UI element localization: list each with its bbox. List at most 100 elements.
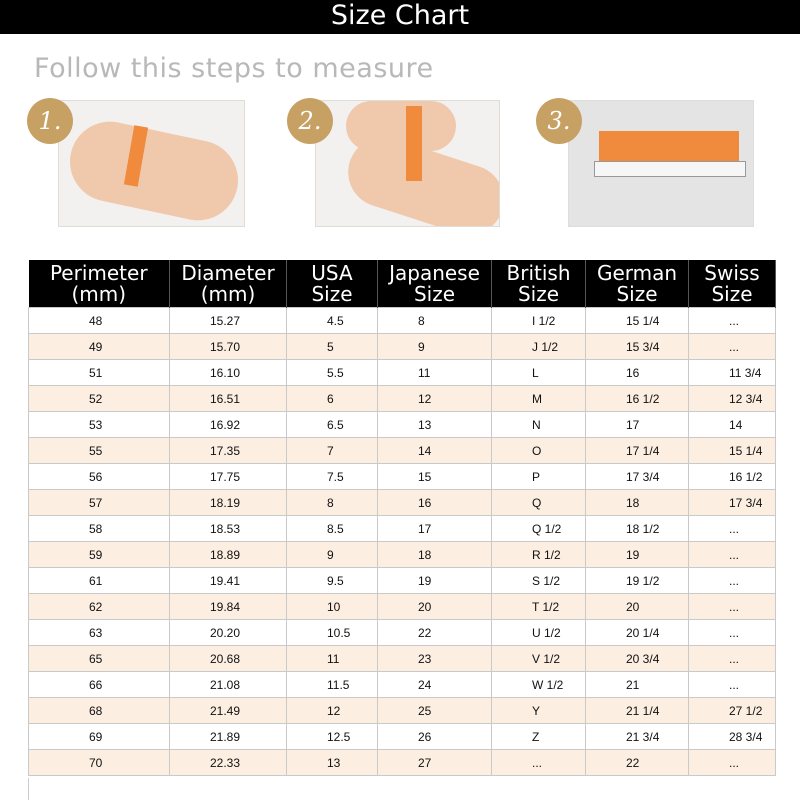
table-row: 68 21.49 12 25 Y 21 1/4 27 1/2: [28, 697, 776, 724]
table-cell: 17 3/4: [585, 463, 689, 490]
table-cell: U 1/2: [491, 619, 586, 646]
table-cell: 11 3/4: [688, 359, 776, 386]
step-3-image: [568, 100, 754, 227]
table-cell: 51: [28, 359, 170, 386]
table-row: 51 16.10 5.5 11 L 16 11 3/4: [28, 359, 776, 386]
table-cell: 7: [286, 437, 378, 464]
table-cell: 19 1/2: [585, 567, 689, 594]
table-cell: 20: [377, 593, 492, 620]
table-cell: 16 1/2: [688, 463, 776, 490]
table-cell: ...: [491, 749, 586, 776]
table-cell: 13: [286, 749, 378, 776]
table-cell: 19: [377, 567, 492, 594]
table-cell: 12: [286, 697, 378, 724]
column-header-line: Size: [413, 281, 456, 306]
table-cell: 65: [28, 645, 170, 672]
column-header-line: Perimeter: [49, 260, 148, 285]
table-cell: J 1/2: [491, 333, 586, 360]
table-cell: 6.5: [286, 411, 378, 438]
table-cell: P: [491, 463, 586, 490]
table-cell: 19: [585, 541, 689, 568]
table-cell: 49: [28, 333, 170, 360]
table-cell: 21.08: [169, 671, 287, 698]
table-row: 53 16.92 6.5 13 N 17 14: [28, 411, 776, 438]
table-cell: Q: [491, 489, 586, 516]
table-cell: Z: [491, 723, 586, 750]
table-cell: 16.10: [169, 359, 287, 386]
table-cell: 9: [377, 333, 492, 360]
table-cell: R 1/2: [491, 541, 586, 568]
table-cell: 68: [28, 697, 170, 724]
table-cell: 4.5: [286, 307, 378, 334]
table-cell: 15.27: [169, 307, 287, 334]
table-cell: 70: [28, 749, 170, 776]
table-cell: 25: [377, 697, 492, 724]
page-title: Size Chart: [0, 0, 800, 34]
table-cell: 22: [585, 749, 689, 776]
table-cell: 11: [377, 359, 492, 386]
table-cell: 20: [585, 593, 689, 620]
step-2-badge: 2.: [287, 98, 333, 144]
table-cell: 17: [585, 411, 689, 438]
table-cell: 14: [688, 411, 776, 438]
table-row: 49 15.70 5 9 J 1/2 15 3/4...: [28, 333, 776, 360]
table-cell: 7.5: [286, 463, 378, 490]
table-cell: ...: [688, 619, 776, 646]
column-header-line: German: [596, 260, 678, 285]
table-cell: 16 1/2: [585, 385, 689, 412]
table-row: 63 20.20 10.5 22 U 1/2 20 1/4...: [28, 619, 776, 646]
hand-illustration: [346, 101, 456, 151]
table-row: 57 18.19 8 16 Q 18 17 3/4: [28, 489, 776, 516]
table-cell: ...: [688, 567, 776, 594]
table-header-row: Perimeter (mm) Diameter (mm) USA Size Japanese…: [28, 260, 776, 308]
table-cell: 8: [286, 489, 378, 516]
table-cell: S 1/2: [491, 567, 586, 594]
table-cell: ...: [688, 593, 776, 620]
table-cell: 66: [28, 671, 170, 698]
table-cell: ...: [688, 515, 776, 542]
column-header-line: Size: [616, 281, 658, 306]
column-header-line: (mm): [200, 281, 256, 306]
table-cell: 21.89: [169, 723, 287, 750]
table-row: 59 18.89 9 18 R 1/2 19...: [28, 541, 776, 568]
table-cell: 61: [28, 567, 170, 594]
column-header: British Size: [491, 260, 586, 308]
ruler-icon: [594, 161, 746, 177]
table-cell: 27 1/2: [688, 697, 776, 724]
column-header: German Size: [585, 260, 689, 308]
table-cell: 12.5: [286, 723, 378, 750]
table-cell: ...: [688, 307, 776, 334]
table-cell: 21.49: [169, 697, 287, 724]
column-header-line: Size: [711, 281, 753, 306]
table-cell: 17 1/4: [585, 437, 689, 464]
measuring-tape: [599, 131, 739, 161]
column-header: USA Size: [286, 260, 378, 308]
table-cell: 8: [377, 307, 492, 334]
table-row: 52 16.51 6 12 M 16 1/2 12 3/4: [28, 385, 776, 412]
size-chart-table: Perimeter (mm) Diameter (mm) USA Size Japanese…: [28, 260, 776, 776]
table-cell: 18.53: [169, 515, 287, 542]
table-cell: 15 1/4: [585, 307, 689, 334]
step-2-image: [315, 100, 500, 227]
table-cell: 22: [377, 619, 492, 646]
table-cell: 5: [286, 333, 378, 360]
table-row: 66 21.08 11.5 24 W 1/2 21...: [28, 671, 776, 698]
table-row: 62 19.84 10 20 T 1/2 20...: [28, 593, 776, 620]
table-cell: 10.5: [286, 619, 378, 646]
table-cell: 19.84: [169, 593, 287, 620]
table-cell: 11.5: [286, 671, 378, 698]
table-row: 55 17.35 7 14 O 17 1/4 15 1/4: [28, 437, 776, 464]
table-cell: 13: [377, 411, 492, 438]
table-cell: 15 3/4: [585, 333, 689, 360]
table-cell: 56: [28, 463, 170, 490]
table-cell: 22.33: [169, 749, 287, 776]
table-row: 58 18.53 8.5 17 Q 1/2 18 1/2...: [28, 515, 776, 542]
table-cell: 15 1/4: [688, 437, 776, 464]
column-header: Japanese Size: [377, 260, 492, 308]
table-cell: V 1/2: [491, 645, 586, 672]
column-header: Swiss Size: [688, 260, 776, 308]
table-cell: 5.5: [286, 359, 378, 386]
table-cell: 8.5: [286, 515, 378, 542]
column-header-line: USA: [311, 260, 353, 285]
column-header-line: British: [506, 260, 571, 285]
